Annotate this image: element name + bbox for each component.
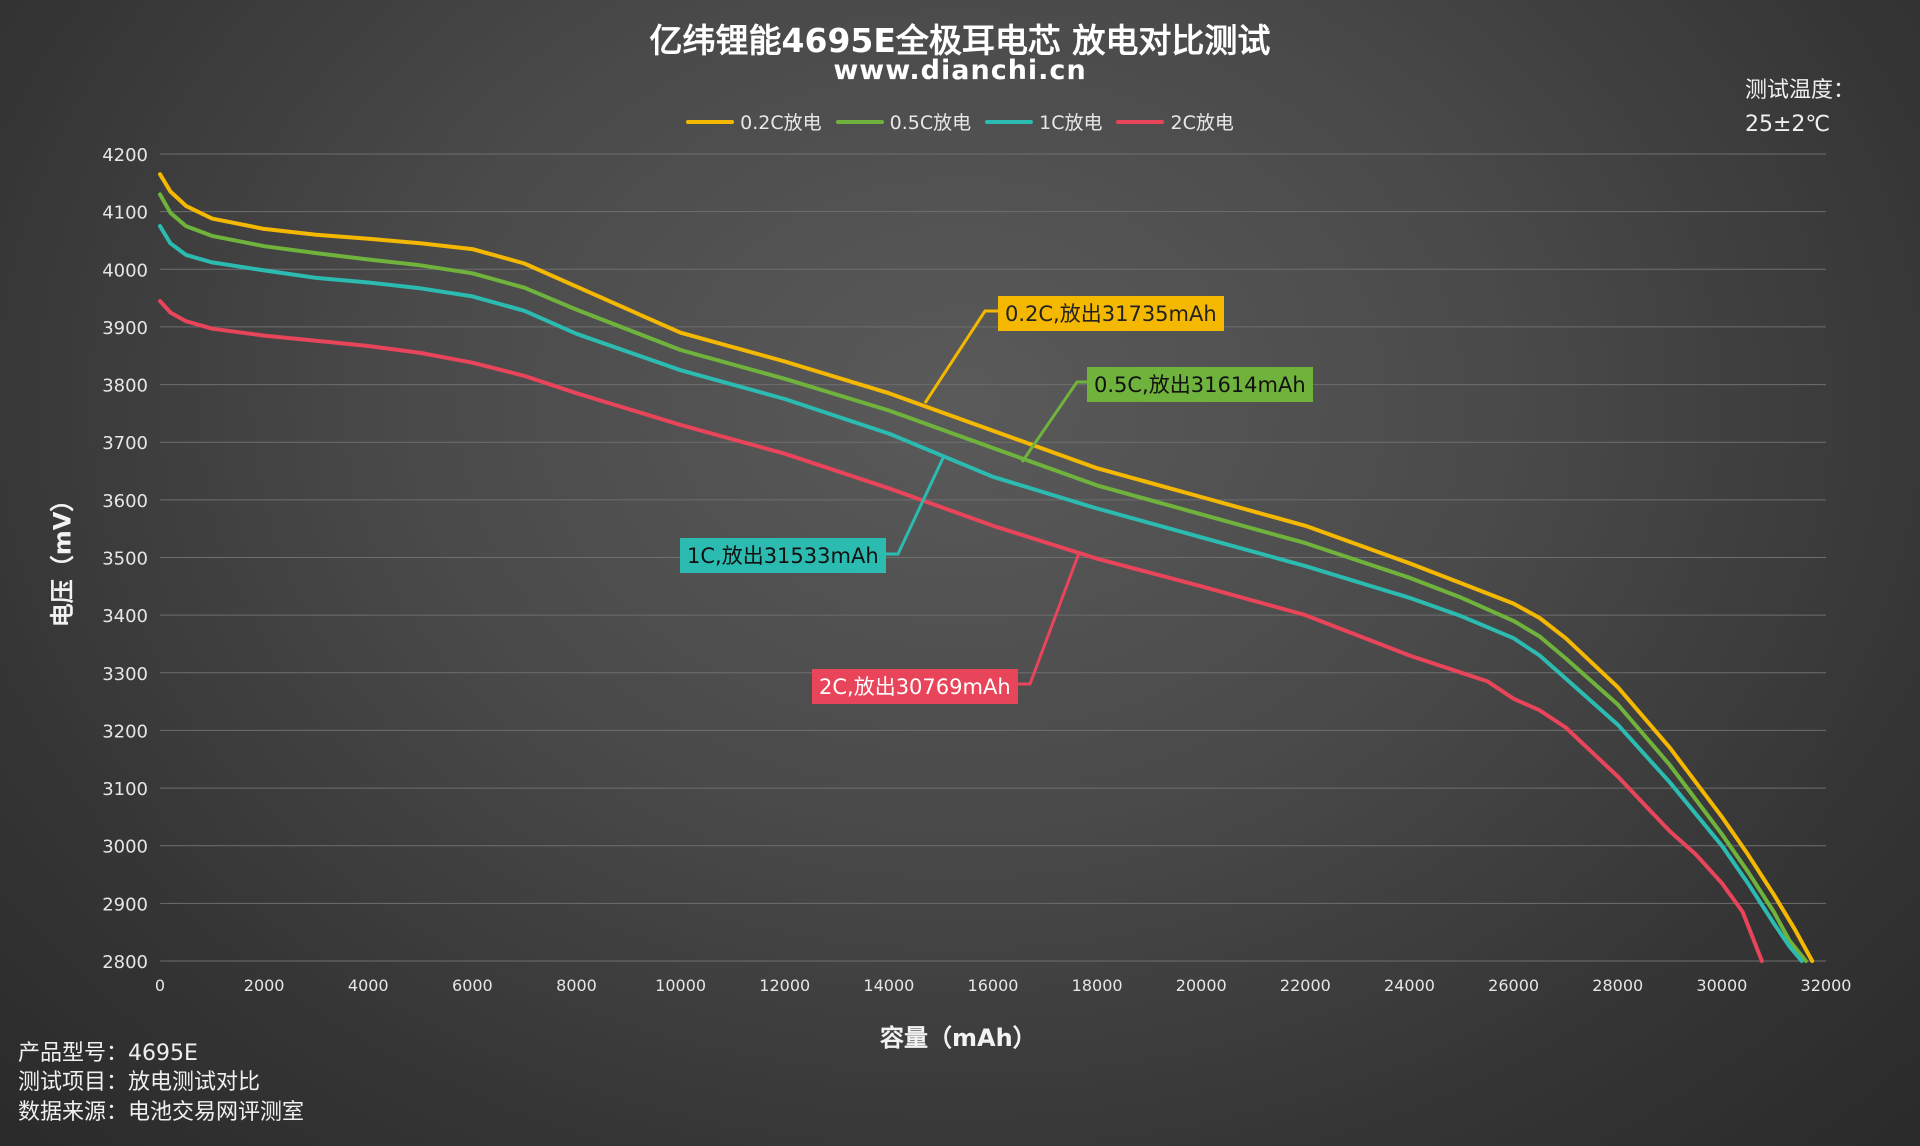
legend-label-0.5c: 0.5C放电 xyxy=(889,112,972,134)
x-tick-label: 10000 xyxy=(655,976,706,995)
test-temperature: 测试温度： 25±2℃ xyxy=(1745,74,1855,142)
legend-item-0.2c: 0.2C放电 xyxy=(686,108,822,135)
legend-label-0.2c: 0.2C放电 xyxy=(740,112,822,134)
legend-swatch-0.2c xyxy=(686,119,735,124)
x-tick-label: 30000 xyxy=(1696,976,1747,995)
x-tick-label: 24000 xyxy=(1384,976,1435,995)
annotation-leader-lines xyxy=(885,309,1087,686)
y-tick-label: 3900 xyxy=(102,318,148,339)
grid-lines xyxy=(160,153,1826,962)
legend-swatch-0.5c xyxy=(835,119,884,124)
x-tick-label: 18000 xyxy=(1072,976,1123,995)
leader-line-3 xyxy=(1018,552,1081,686)
x-tick-label: 32000 xyxy=(1801,976,1852,995)
legend-swatch-2c xyxy=(1116,119,1165,124)
y-tick-label: 3800 xyxy=(102,376,148,397)
legend-item-2c: 2C放电 xyxy=(1116,108,1234,135)
legend: 0.2C放电 0.5C放电 1C放电 2C放电 xyxy=(0,108,1920,135)
leader-line-2 xyxy=(885,455,946,556)
y-tick-label: 4100 xyxy=(102,203,148,224)
annotation-2c: 2C,放出30769mAh xyxy=(812,669,1018,704)
y-tick-label: 3000 xyxy=(102,837,148,858)
y-tick-label: 3500 xyxy=(102,549,148,570)
x-tick-label: 2000 xyxy=(244,976,285,995)
legend-item-0.5c: 0.5C放电 xyxy=(835,108,972,135)
leader-line-1 xyxy=(1020,380,1087,463)
legend-label-1c: 1C放电 xyxy=(1039,112,1103,134)
annotation-0.5c: 0.5C,放出31614mAh xyxy=(1087,367,1313,402)
x-tick-label: 4000 xyxy=(348,976,389,995)
y-tick-label: 3600 xyxy=(102,491,148,512)
temp-label: 测试温度： xyxy=(1744,78,1855,103)
leader-line-0 xyxy=(923,309,998,404)
y-tick-label: 2800 xyxy=(102,952,148,973)
y-axis-title: 电压（mV） xyxy=(48,487,77,628)
x-axis-title: 容量（mAh） xyxy=(880,1024,1037,1052)
x-tick-label: 14000 xyxy=(863,976,914,995)
x-tick-label: 22000 xyxy=(1280,976,1331,995)
series-line-3 xyxy=(158,299,1764,963)
x-tick-label: 12000 xyxy=(759,976,810,995)
y-tick-label: 3300 xyxy=(102,664,148,685)
x-tick-label: 8000 xyxy=(556,976,597,995)
legend-label-2c: 2C放电 xyxy=(1170,112,1234,134)
annotation-1c: 1C,放出31533mAh xyxy=(680,538,886,573)
x-tick-label: 16000 xyxy=(968,976,1019,995)
y-tick-label: 3400 xyxy=(102,606,148,627)
x-tick-label: 6000 xyxy=(452,976,493,995)
y-tick-label: 3200 xyxy=(102,721,148,742)
x-tick-label: 0 xyxy=(155,976,165,995)
x-tick-label: 20000 xyxy=(1176,976,1227,995)
legend-item-1c: 1C放电 xyxy=(985,108,1102,135)
y-tick-label: 3700 xyxy=(102,433,148,454)
product-model: 产品型号：4695E xyxy=(18,1041,198,1066)
series-line-0 xyxy=(158,172,1815,963)
series-line-2 xyxy=(158,224,1804,963)
annotation-0.2c: 0.2C,放出31735mAh xyxy=(998,296,1224,331)
legend-swatch-1c xyxy=(985,119,1034,124)
test-item: 测试项目：放电测试对比 xyxy=(18,1070,261,1095)
y-tick-label: 3100 xyxy=(102,779,148,800)
y-axis-ticks: 2800 2900 3000 3100 3200 3300 3400 3500 3600 3700… xyxy=(102,145,148,973)
temp-value: 25±2℃ xyxy=(1744,112,1831,137)
data-source: 数据来源：电池交易网评测室 xyxy=(18,1100,305,1125)
y-tick-label: 4200 xyxy=(102,145,148,166)
chart-subtitle: www.dianchi.cn xyxy=(833,55,1087,86)
y-tick-label: 2900 xyxy=(102,894,148,915)
series-lines xyxy=(158,172,1815,963)
chart-title: 亿纬锂能4695E全极耳电芯 放电对比测试 xyxy=(649,21,1271,60)
y-tick-label: 4000 xyxy=(102,260,148,281)
x-tick-label: 26000 xyxy=(1488,976,1539,995)
x-tick-label: 28000 xyxy=(1592,976,1643,995)
series-line-1 xyxy=(158,192,1808,963)
x-axis-ticks: 0 2000 4000 6000 8000 10000 12000 14000 16000 180… xyxy=(155,976,1852,995)
